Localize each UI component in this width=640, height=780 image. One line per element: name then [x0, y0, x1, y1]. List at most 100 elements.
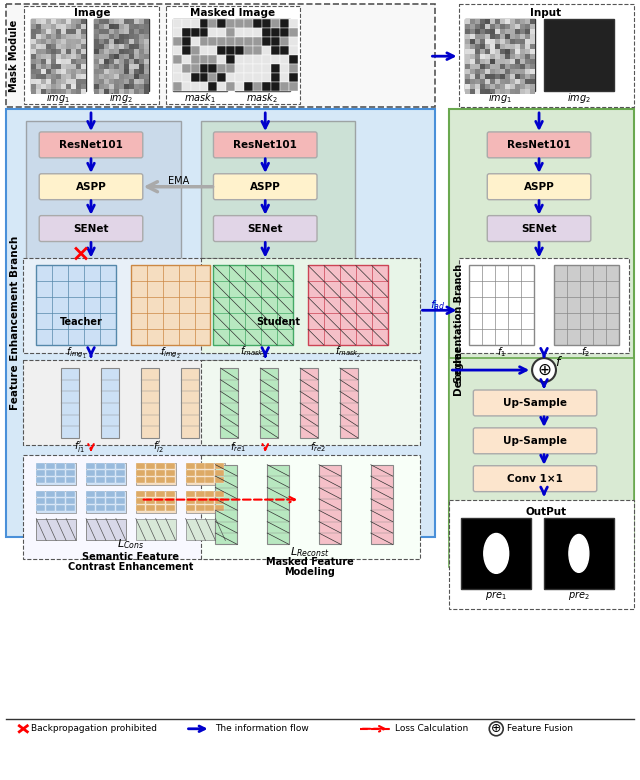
- Bar: [134, 30, 139, 34]
- Bar: [41, 74, 46, 79]
- Bar: [36, 64, 41, 69]
- Bar: [114, 49, 119, 54]
- Bar: [144, 54, 148, 59]
- Bar: [530, 30, 535, 34]
- Bar: [205, 498, 214, 504]
- Bar: [124, 69, 129, 74]
- Bar: [119, 49, 124, 54]
- Bar: [530, 44, 535, 49]
- Bar: [156, 491, 164, 497]
- Bar: [470, 39, 476, 44]
- Bar: [134, 74, 139, 79]
- Bar: [139, 69, 144, 74]
- Bar: [530, 69, 535, 74]
- Bar: [86, 470, 95, 476]
- Bar: [124, 44, 129, 49]
- Bar: [46, 89, 51, 94]
- Bar: [144, 84, 148, 89]
- Bar: [465, 59, 470, 64]
- FancyBboxPatch shape: [214, 174, 317, 200]
- Bar: [31, 44, 36, 49]
- Bar: [470, 79, 476, 84]
- Bar: [51, 59, 56, 64]
- Bar: [114, 64, 119, 69]
- Bar: [505, 69, 510, 74]
- Bar: [510, 74, 515, 79]
- Bar: [182, 73, 191, 82]
- Bar: [36, 59, 41, 64]
- Bar: [144, 74, 148, 79]
- Bar: [244, 28, 253, 37]
- FancyBboxPatch shape: [94, 20, 148, 91]
- Bar: [191, 46, 200, 55]
- Bar: [209, 73, 218, 82]
- Text: Decoder: Decoder: [453, 346, 463, 395]
- Text: $f_1$: $f_1$: [497, 346, 506, 359]
- FancyBboxPatch shape: [36, 265, 116, 346]
- Bar: [515, 89, 520, 94]
- Bar: [289, 82, 298, 91]
- Bar: [289, 55, 298, 64]
- Bar: [470, 34, 476, 39]
- Bar: [144, 39, 148, 44]
- Bar: [515, 84, 520, 89]
- Bar: [139, 64, 144, 69]
- Bar: [530, 89, 535, 94]
- Text: ASPP: ASPP: [250, 182, 280, 192]
- Bar: [476, 34, 480, 39]
- FancyBboxPatch shape: [101, 368, 119, 438]
- Bar: [146, 463, 155, 469]
- Bar: [134, 79, 139, 84]
- Bar: [490, 44, 495, 49]
- FancyBboxPatch shape: [86, 491, 126, 512]
- Bar: [136, 498, 145, 504]
- Bar: [116, 470, 125, 476]
- Bar: [51, 84, 56, 89]
- Bar: [470, 84, 476, 89]
- Bar: [515, 64, 520, 69]
- Bar: [271, 82, 280, 91]
- Bar: [36, 34, 41, 39]
- Ellipse shape: [569, 534, 589, 573]
- Bar: [510, 39, 515, 44]
- Bar: [510, 34, 515, 39]
- Bar: [109, 34, 114, 39]
- Bar: [81, 74, 86, 79]
- Bar: [216, 491, 225, 497]
- Bar: [530, 59, 535, 64]
- Bar: [144, 24, 148, 30]
- Bar: [262, 46, 271, 55]
- Bar: [51, 79, 56, 84]
- Text: Backpropagation prohibited: Backpropagation prohibited: [31, 725, 157, 733]
- Bar: [109, 64, 114, 69]
- Bar: [500, 39, 505, 44]
- Bar: [94, 84, 99, 89]
- Bar: [209, 28, 218, 37]
- Bar: [182, 37, 191, 46]
- Bar: [144, 59, 148, 64]
- Bar: [66, 30, 71, 34]
- Bar: [196, 477, 205, 483]
- Bar: [99, 49, 104, 54]
- Bar: [36, 69, 41, 74]
- Text: $mask_2$: $mask_2$: [246, 91, 278, 105]
- Bar: [495, 79, 500, 84]
- Bar: [56, 498, 65, 504]
- Bar: [71, 44, 76, 49]
- Bar: [476, 54, 480, 59]
- Bar: [81, 59, 86, 64]
- Bar: [209, 46, 218, 55]
- Bar: [31, 20, 36, 24]
- Bar: [186, 498, 195, 504]
- Bar: [124, 64, 129, 69]
- Bar: [209, 55, 218, 64]
- Ellipse shape: [484, 534, 509, 573]
- Bar: [119, 24, 124, 30]
- Bar: [56, 44, 61, 49]
- Text: Input: Input: [531, 9, 561, 19]
- Text: $img_2$: $img_2$: [109, 91, 133, 105]
- Bar: [99, 84, 104, 89]
- Bar: [470, 49, 476, 54]
- Bar: [104, 24, 109, 30]
- Bar: [114, 74, 119, 79]
